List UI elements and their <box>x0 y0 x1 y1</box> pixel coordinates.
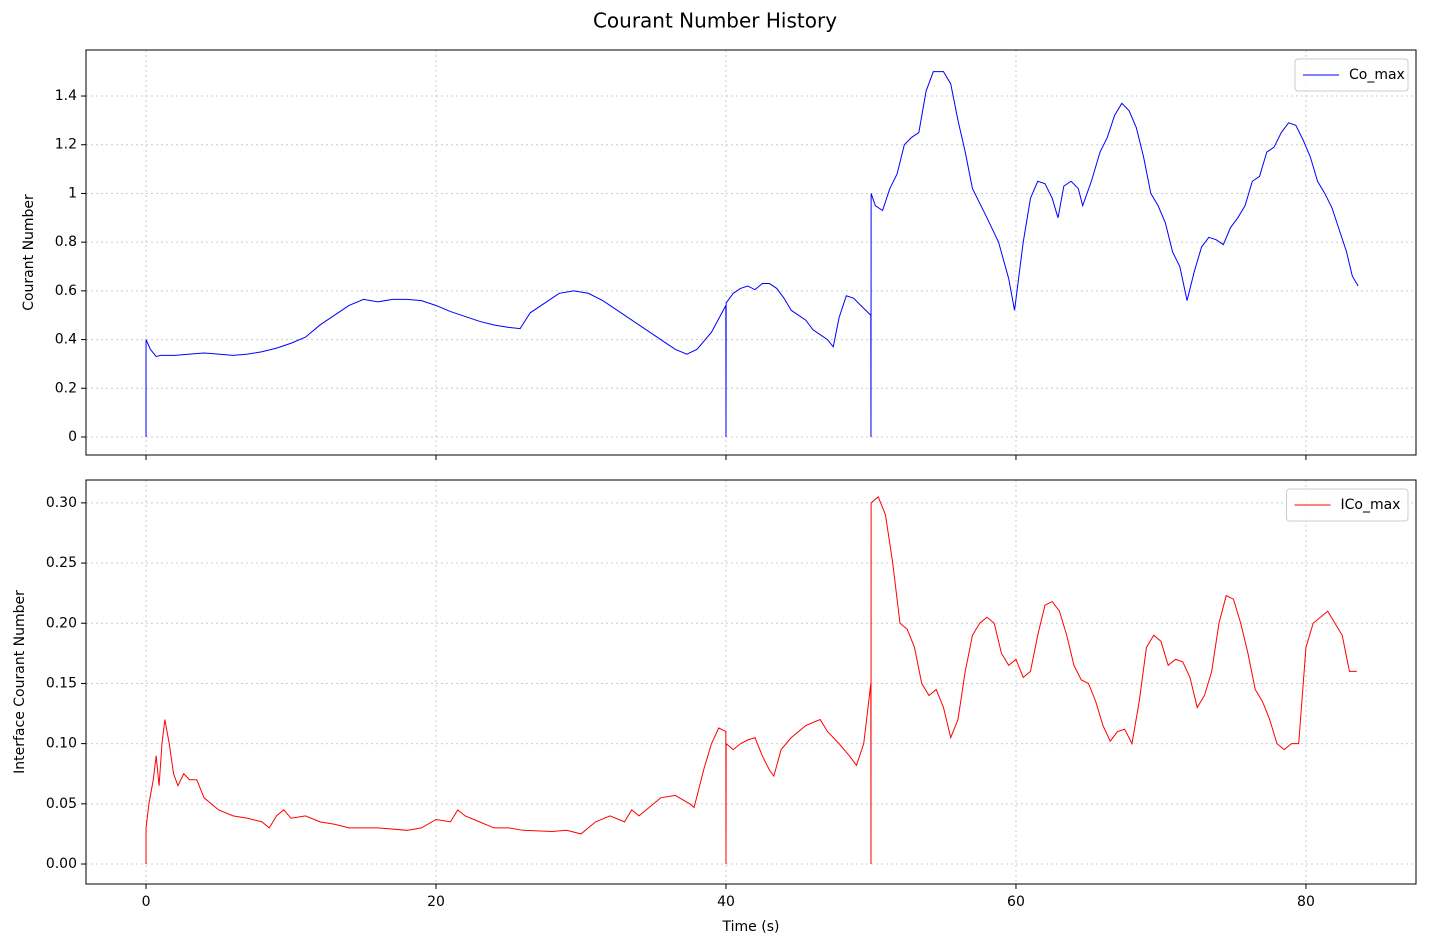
y-tick-label: 0.10 <box>46 736 77 752</box>
series-line <box>145 71 1359 437</box>
plot-frame <box>85 479 1417 885</box>
y-tick-label: 1.2 <box>55 137 77 153</box>
y-tick-label: 0.15 <box>46 675 77 691</box>
y-tick-label: 0.05 <box>46 796 77 812</box>
x-tick-label: 60 <box>1007 894 1025 910</box>
x-tick-label: 40 <box>717 894 735 910</box>
legend: Co_max <box>1294 58 1409 92</box>
figure-title: Courant Number History <box>593 9 837 33</box>
x-tick-label: 80 <box>1297 894 1315 910</box>
legend-label: ICo_max <box>1341 497 1401 513</box>
y-tick-label: 0.30 <box>46 495 77 511</box>
y-tick-label: 0 <box>68 429 77 445</box>
y-tick-label: 0.6 <box>55 283 77 299</box>
x-tick-label: 20 <box>427 894 445 910</box>
legend-box <box>1286 488 1409 522</box>
x-tick-label: 0 <box>142 894 151 910</box>
y-tick-label: 0.25 <box>46 555 77 571</box>
legend-label: Co_max <box>1349 67 1405 83</box>
x-axis-label: Time (s) <box>722 919 780 935</box>
legend-box <box>1294 58 1409 92</box>
y-tick-label: 0.2 <box>55 380 77 396</box>
y-tick-label: 0.20 <box>46 615 77 631</box>
y-axis-label: Courant Number <box>21 194 37 311</box>
y-tick-label: 1 <box>68 185 77 201</box>
y-tick-label: 0.4 <box>55 332 77 348</box>
legend: ICo_max <box>1286 488 1409 522</box>
plot-frame <box>85 49 1417 456</box>
y-tick-label: 0.00 <box>46 856 77 872</box>
y-axis-label: Interface Courant Number <box>12 590 28 774</box>
series-line <box>145 496 1357 865</box>
y-tick-label: 0.8 <box>55 234 77 250</box>
y-tick-label: 1.4 <box>55 88 77 104</box>
